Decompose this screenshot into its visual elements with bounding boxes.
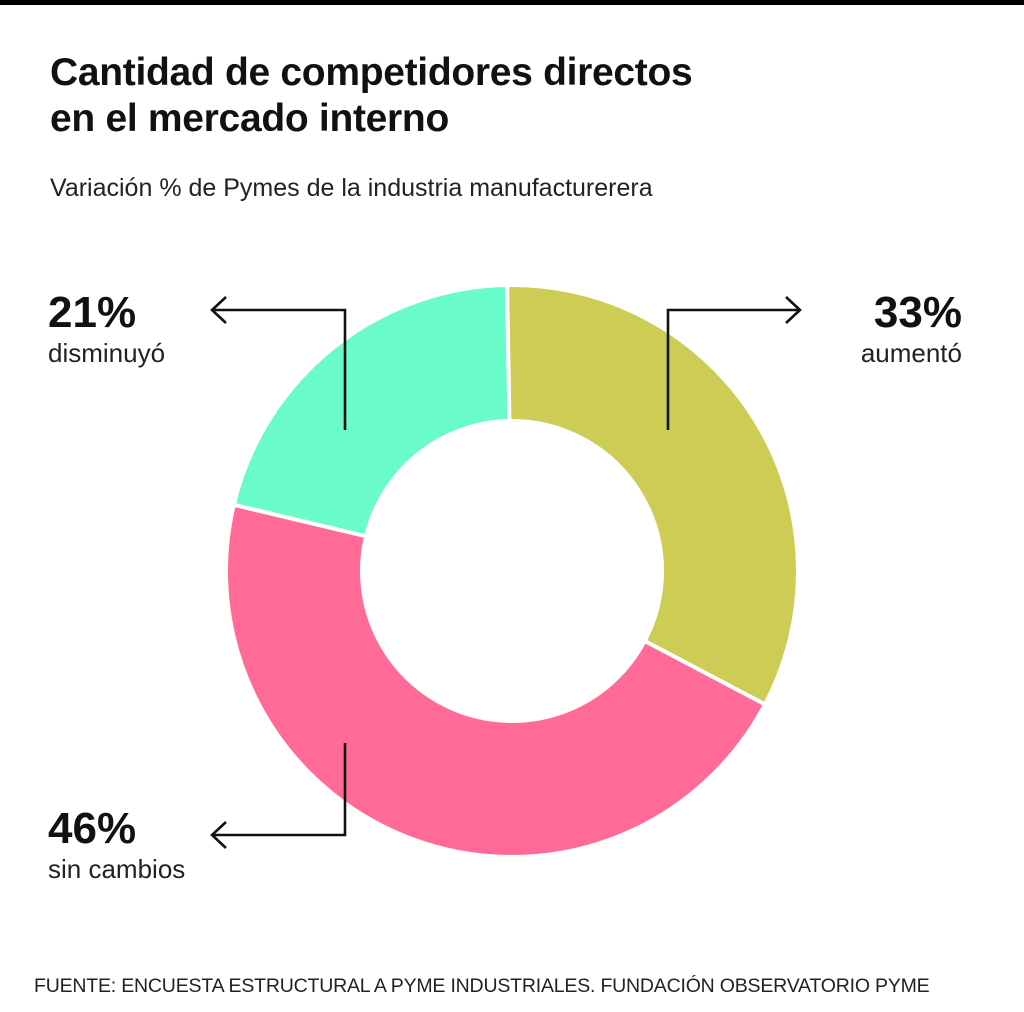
slice-aumento (504, 283, 800, 708)
top-rule (0, 0, 1024, 5)
chart-title-line-2: en el mercado interno (50, 97, 449, 140)
chart-title: Cantidad de competidores directos en el … (50, 50, 950, 142)
category-label-sin-cambios: sin cambios (48, 854, 186, 884)
value-label-disminuyo: 21% (48, 288, 137, 337)
category-label-aumento: aumentó (860, 338, 962, 368)
chart-subtitle: Variación % de Pymes de la industria man… (50, 174, 653, 202)
leader-line-aumento (666, 308, 800, 430)
leader-lines (210, 296, 802, 849)
value-label-aumento: 33% (873, 288, 962, 337)
slice-disminuyo (231, 283, 512, 539)
leader-line-disminuyo (212, 308, 347, 430)
category-label-disminuyo: disminuyó (48, 338, 166, 368)
source-note: FUENTE: ENCUESTA ESTRUCTURAL A PYME INDU… (34, 975, 930, 997)
arrowhead-disminuyo (210, 296, 227, 324)
chart-title-line-1: Cantidad de competidores directos (50, 51, 693, 94)
label-disminuyo: 21% disminuyó (48, 289, 165, 369)
label-aumento: 33% aumentó (861, 289, 962, 369)
donut-slices (224, 283, 800, 859)
slice-sin-cambios (224, 502, 768, 859)
arrowhead-aumento (785, 296, 802, 324)
arrowhead-sin-cambios (210, 821, 227, 849)
value-label-sin-cambios: 46% (48, 804, 137, 853)
leader-line-sin-cambios (212, 743, 347, 837)
label-sin-cambios: 46% sin cambios (48, 805, 185, 885)
